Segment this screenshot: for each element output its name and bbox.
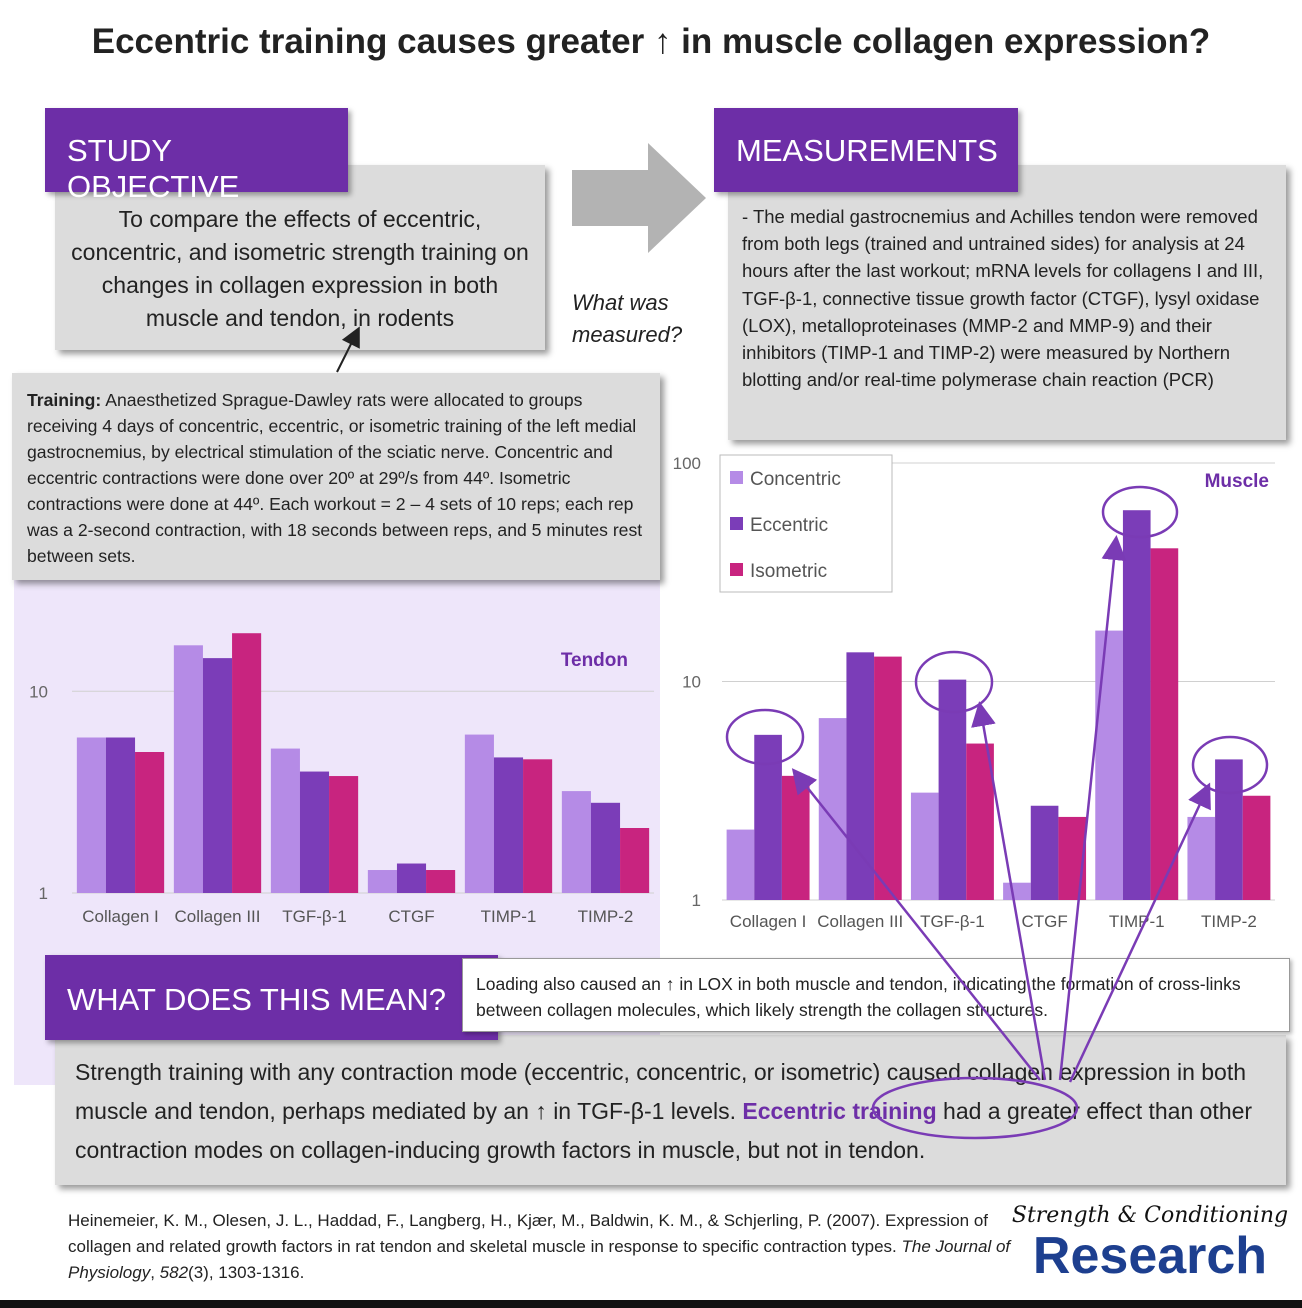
citation-journal: The Journal of Physiology: [68, 1237, 1011, 1282]
bar: [590, 802, 621, 893]
bar: [329, 776, 359, 893]
legend-swatch: [730, 471, 743, 484]
bar: [232, 633, 262, 893]
x-tick-label: TIMP-1: [481, 907, 537, 926]
x-tick-label: Collagen I: [82, 907, 159, 926]
legend-swatch: [730, 563, 743, 576]
logo-script: Strength & Conditioning: [1011, 1203, 1289, 1228]
arrow: [572, 143, 706, 253]
y-tick-label: 1: [692, 891, 701, 910]
objective-heading: STUDY OBJECTIVE: [45, 108, 348, 204]
meaning-highlight: Eccentric training: [742, 1098, 937, 1124]
legend-label: Eccentric: [750, 515, 828, 536]
bar: [910, 792, 939, 900]
legend-label: Concentric: [750, 469, 841, 490]
bar: [874, 656, 902, 900]
bar: [846, 652, 875, 900]
x-tick-label: TGF-β-1: [282, 907, 347, 926]
bar: [938, 679, 967, 900]
y-tick-label: 100: [673, 454, 701, 473]
bar: [754, 734, 782, 900]
x-tick-label: TGF-β-1: [920, 912, 985, 931]
measurements-text: - The medial gastrocnemius and Achilles …: [728, 165, 1286, 440]
meaning-heading: WHAT DOES THIS MEAN?: [45, 955, 498, 1040]
bar: [1003, 882, 1031, 900]
x-tick-label: CTGF: [388, 907, 434, 926]
title: Eccentric training causes greater ↑ in m…: [91, 22, 1211, 61]
x-tick-label: TIMP-1: [1109, 912, 1165, 931]
meaning-note: Loading also caused an ↑ in LOX in both …: [462, 958, 1290, 1032]
bar: [818, 718, 847, 900]
bar: [966, 743, 994, 900]
bar: [1150, 548, 1179, 900]
bar: [367, 870, 397, 893]
muscle-chart: 1 10 100 Muscle Collagen I Collagen III TGF-β-…: [673, 454, 1275, 931]
measurements-heading: MEASUREMENTS: [714, 108, 1018, 192]
chart-label: Tendon: [561, 650, 628, 671]
bar: [781, 775, 810, 900]
bar: [1187, 816, 1216, 900]
y-tick-label: 1: [39, 884, 48, 903]
citation-volume: 582: [159, 1263, 189, 1282]
question: What was measured?: [572, 290, 683, 347]
training-label: Training:: [27, 390, 102, 410]
bar: [76, 737, 106, 893]
bar: [173, 645, 203, 893]
bar: [105, 737, 136, 893]
bar: [202, 658, 233, 893]
bar: [620, 828, 650, 893]
bar: [396, 863, 427, 893]
bar: [1215, 759, 1243, 900]
bar: [523, 759, 553, 893]
bar: [1095, 630, 1123, 900]
x-tick-label: Collagen III: [817, 912, 903, 931]
x-tick-label: Collagen III: [175, 907, 261, 926]
citation-text: Heinemeier, K. M., Olesen, J. L., Haddad…: [68, 1211, 988, 1256]
bar: [561, 791, 591, 893]
bar: [1030, 805, 1059, 900]
chart-label: Muscle: [1205, 471, 1269, 492]
x-tick-label: TIMP-2: [1201, 912, 1257, 931]
training-box: Training: Anaesthetized Sprague-Dawley r…: [12, 373, 660, 580]
bar: [1242, 795, 1271, 900]
citation-pages: (3), 1303-1316.: [188, 1263, 305, 1282]
y-tick-label: 10: [29, 682, 48, 701]
objective-text: To compare the effects of eccentric, con…: [55, 165, 545, 350]
logo-word: Research: [1032, 1227, 1268, 1285]
bottom-bar: [0, 1300, 1302, 1308]
x-tick-label: Collagen I: [730, 912, 807, 931]
x-tick-label: TIMP-2: [578, 907, 634, 926]
bar: [1122, 510, 1151, 900]
bar: [270, 748, 300, 893]
legend-label: Isometric: [750, 561, 827, 582]
bar: [726, 829, 755, 900]
bar: [135, 752, 165, 893]
bar: [493, 757, 524, 893]
legend-box: [719, 454, 893, 593]
tendon-chart: 1 10 Tendon Collagen I Collagen III TGF-β-1 CT…: [29, 633, 654, 926]
training-text: Anaesthetized Sprague-Dawley rats were a…: [27, 390, 643, 566]
bar: [464, 734, 494, 893]
bar: [299, 771, 330, 893]
legend-swatch: [730, 517, 743, 530]
arrow-shape: [572, 143, 706, 253]
meaning-text: Strength training with any contraction m…: [55, 1035, 1286, 1185]
bar: [1058, 816, 1087, 900]
bar: [426, 870, 456, 893]
y-tick-label: 10: [682, 673, 701, 692]
x-tick-label: CTGF: [1021, 912, 1067, 931]
citation: Heinemeier, K. M., Olesen, J. L., Haddad…: [68, 1211, 1011, 1282]
